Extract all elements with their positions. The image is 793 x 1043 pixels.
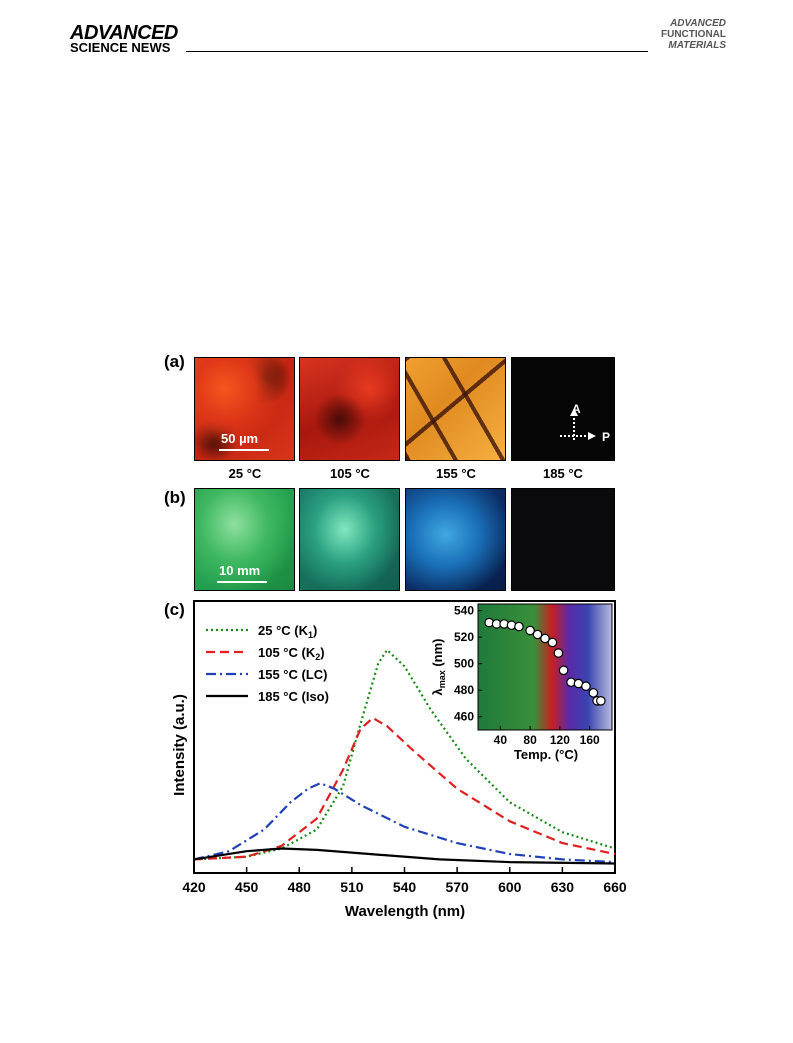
x-tick-label-3: 510 xyxy=(340,879,364,895)
polarizer-axes-icon xyxy=(560,408,596,440)
legend-label-text-1: 105 °C (K xyxy=(258,645,316,660)
pom-image-105c xyxy=(299,357,400,461)
x-tick-label-7: 630 xyxy=(551,879,575,895)
fluorescence-image-155c xyxy=(405,488,506,591)
inset-x-tick-label-1: 80 xyxy=(523,733,537,747)
x-tick-label-8: 660 xyxy=(603,879,627,895)
x-tick-label-2: 480 xyxy=(288,879,312,895)
spectrum-line-0 xyxy=(193,648,616,861)
logo-line-3: MATERIALS xyxy=(668,40,726,51)
legend-label-text-2: 155 °C (LC) xyxy=(258,667,328,682)
panel-a-label: (a) xyxy=(164,352,185,371)
pom-image-25c: 50 µm xyxy=(194,357,295,461)
panel-b-label: (b) xyxy=(164,488,186,507)
inset-y-tick-label-0: 540 xyxy=(454,604,474,618)
inset-x-tick-label-3: 160 xyxy=(580,733,600,747)
temp-label-185: 185 °C xyxy=(543,466,583,481)
pom-image-185c: A P xyxy=(511,357,615,461)
panel-c-label: (c) xyxy=(164,600,185,619)
fluorescence-image-25c: 10 mm xyxy=(194,488,295,591)
inset-y-tick-label-1: 520 xyxy=(454,630,474,644)
inset-point-10 xyxy=(558,665,569,676)
journal-brand-advanced: ADVANCED xyxy=(70,22,178,44)
inset-point-9 xyxy=(553,648,564,658)
inset-x-tick-label-0: 40 xyxy=(494,733,508,747)
x-tick-label-0: 420 xyxy=(182,879,206,895)
legend-label-text-0: 25 °C (K xyxy=(258,623,309,638)
legend-label-2: 155 °C (LC) xyxy=(258,667,328,682)
x-tick-label-1: 450 xyxy=(235,879,259,895)
temp-label-105: 105 °C xyxy=(330,466,370,481)
x-tick-label-4: 540 xyxy=(393,879,417,895)
inset-point-7 xyxy=(540,633,550,644)
inset-point-13 xyxy=(581,681,591,692)
polarizer-label: P xyxy=(602,430,611,444)
temp-label-25: 25 °C xyxy=(228,466,262,481)
scale-bar-a xyxy=(219,449,269,451)
analyzer-label: A xyxy=(572,402,581,416)
inset-y-lambda: λ xyxy=(430,688,445,696)
inset-y-tick-label-4: 460 xyxy=(454,710,474,724)
spectrum-line-2 xyxy=(193,782,616,864)
legend-label-0: 25 °C (K1) xyxy=(258,623,317,640)
pom-image-155c xyxy=(405,357,506,461)
logo-line-1: ADVANCED xyxy=(670,18,726,29)
inset-y-axis-title: λmax (nm) xyxy=(430,638,447,695)
logo-line-2: FUNCTIONAL xyxy=(661,29,726,40)
inset-point-6 xyxy=(532,629,543,640)
inset-point-8 xyxy=(547,637,558,648)
fluorescence-image-105c xyxy=(299,488,400,591)
inset-y-tick-label-3: 480 xyxy=(454,683,474,697)
legend-label-3: 185 °C (Iso) xyxy=(258,689,329,704)
temp-label-155: 155 °C xyxy=(436,466,476,481)
header-rule xyxy=(186,51,648,52)
spectrum-line-3 xyxy=(193,847,616,865)
journal-logo-afm: ADVANCED FUNCTIONAL MATERIALS xyxy=(654,18,726,51)
emission-spectrum-chart: 420 450 480 510 540 570 600 630 660 Wavelength (… xyxy=(171,600,627,920)
inset-x-tick-label-2: 120 xyxy=(550,733,570,747)
inset-point-14 xyxy=(588,688,599,698)
legend-label-suffix-1: ) xyxy=(320,645,324,660)
inset-point-4 xyxy=(514,621,524,632)
x-tick-label-6: 600 xyxy=(498,879,522,895)
inset-y-sub: max xyxy=(437,670,447,688)
legend-label-suffix-0: ) xyxy=(313,623,317,638)
legend-label-sub-1: 2 xyxy=(315,652,320,662)
inset-point-16 xyxy=(596,696,606,706)
journal-brand-science-news: SCIENCE NEWS xyxy=(70,40,171,55)
inset-y-unit: (nm) xyxy=(430,638,445,670)
x-tick-label-5: 570 xyxy=(445,879,469,895)
scale-bar-label-b: 10 mm xyxy=(219,563,261,578)
legend-label-1: 105 °C (K2) xyxy=(258,645,325,662)
inset-y-tick-label-2: 500 xyxy=(454,657,474,671)
scale-bar-b xyxy=(217,581,267,583)
inset-point-5 xyxy=(525,625,535,636)
legend-label-sub-0: 1 xyxy=(308,630,313,640)
fluorescence-image-185c xyxy=(511,488,615,591)
scale-bar-label-a: 50 µm xyxy=(221,431,259,446)
y-axis-title: Intensity (a.u.) xyxy=(171,694,188,796)
legend-label-text-3: 185 °C (Iso) xyxy=(258,689,329,704)
spectrum-line-1 xyxy=(193,716,616,861)
lambda-max-inset: 40 80 120 160 540 520 500 480 460 Temp. (°C) λm… xyxy=(430,603,613,762)
x-axis-title: Wavelength (nm) xyxy=(345,903,465,920)
inset-x-axis-title: Temp. (°C) xyxy=(514,747,578,762)
